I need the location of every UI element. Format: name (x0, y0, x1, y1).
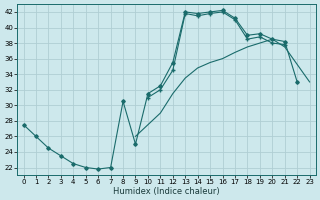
X-axis label: Humidex (Indice chaleur): Humidex (Indice chaleur) (113, 187, 220, 196)
